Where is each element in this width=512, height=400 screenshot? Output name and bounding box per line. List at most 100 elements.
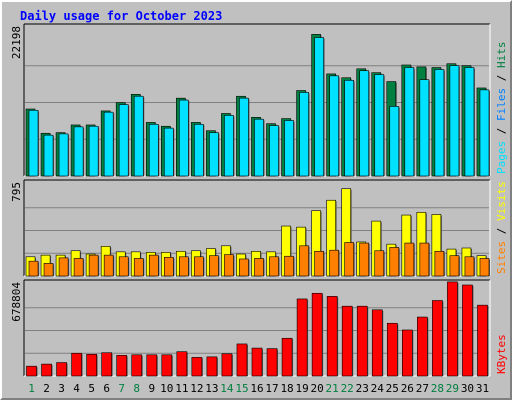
bar-pages-day-18 (284, 120, 294, 177)
day-label-18: 18 (280, 382, 293, 395)
bar-kbytes-day-28 (432, 300, 443, 377)
day-label-29: 29 (446, 382, 459, 395)
day-label-26: 26 (401, 382, 414, 395)
bar-kbytes-day-3 (56, 362, 67, 377)
day-label-16: 16 (250, 382, 263, 395)
right-axis-label-part: Pages (495, 141, 508, 174)
day-label-13: 13 (205, 382, 218, 395)
bar-sites-day-23 (359, 242, 370, 277)
right-axis-label-part: / (495, 68, 508, 88)
bar-sites-day-2 (43, 263, 54, 277)
bar-kbytes-day-30 (462, 284, 473, 377)
right-axis-label: KBytes (495, 334, 508, 374)
bar-kbytes-day-15 (236, 343, 248, 377)
day-label-27: 27 (416, 382, 429, 395)
bar-pages-day-22 (344, 80, 355, 177)
day-label-20: 20 (311, 382, 324, 395)
right-axis-label-part: Visits (495, 181, 508, 221)
bar-kbytes-day-22 (341, 305, 353, 377)
bar-sites-day-18 (284, 255, 294, 277)
day-label-6: 6 (103, 382, 110, 395)
bar-kbytes-day-26 (402, 329, 413, 377)
bar-pages-day-21 (329, 75, 339, 177)
day-label-28: 28 (431, 382, 444, 395)
y-max-label: 795 (10, 182, 23, 202)
day-label-23: 23 (356, 382, 369, 395)
bar-kbytes-day-23 (356, 305, 368, 377)
bar-pages-day-5 (88, 125, 99, 177)
bar-kbytes-day-4 (71, 352, 82, 377)
day-label-15: 15 (235, 382, 248, 395)
bar-sites-day-3 (58, 257, 69, 277)
bar-kbytes-day-20 (311, 292, 323, 377)
day-label-30: 30 (461, 382, 474, 395)
bar-pages-day-23 (359, 70, 370, 177)
bar-pages-day-27 (419, 79, 430, 177)
bar-pages-day-11 (179, 99, 189, 177)
bar-sites-day-24 (374, 250, 385, 277)
bar-pages-day-6 (103, 111, 114, 177)
bar-pages-day-19 (299, 92, 309, 177)
right-axis-label-part: / (495, 121, 508, 141)
bar-sites-day-14 (224, 254, 234, 277)
bar-sites-day-4 (73, 258, 84, 277)
day-label-14: 14 (220, 382, 234, 395)
bar-kbytes-day-19 (296, 298, 308, 377)
bar-kbytes-day-14 (221, 353, 233, 377)
bar-pages-day-24 (374, 74, 385, 177)
bar-sites-day-25 (389, 247, 400, 277)
bar-pages-day-25 (389, 106, 400, 177)
day-label-19: 19 (295, 382, 308, 395)
bar-sites-day-1 (28, 260, 39, 277)
bar-sites-day-26 (404, 242, 415, 277)
day-label-12: 12 (190, 382, 203, 395)
bar-pages-day-8 (133, 95, 144, 177)
day-label-3: 3 (58, 382, 65, 395)
bar-pages-day-28 (434, 69, 445, 177)
bar-sites-day-13 (209, 255, 219, 277)
bar-pages-day-14 (224, 115, 234, 177)
bar-sites-day-6 (103, 254, 114, 277)
bar-kbytes-day-18 (281, 337, 293, 377)
bar-pages-day-16 (254, 118, 264, 177)
bar-sites-day-21 (329, 249, 339, 277)
bar-pages-day-26 (404, 67, 415, 177)
bar-sites-day-12 (194, 256, 204, 277)
day-label-1: 1 (28, 382, 35, 395)
bar-pages-day-13 (209, 132, 219, 177)
day-label-5: 5 (88, 382, 95, 395)
chart-title: Daily usage for October 2023 (20, 9, 223, 23)
bar-pages-day-1 (28, 109, 39, 177)
bar-sites-day-22 (344, 242, 355, 277)
bar-kbytes-day-21 (326, 296, 338, 377)
bar-pages-day-4 (73, 126, 84, 177)
bar-sites-day-27 (419, 242, 430, 277)
day-label-9: 9 (148, 382, 155, 395)
bar-pages-day-29 (449, 65, 460, 177)
day-label-2: 2 (43, 382, 50, 395)
day-label-25: 25 (386, 382, 399, 395)
bar-sites-day-15 (239, 258, 249, 277)
bar-pages-day-15 (239, 97, 249, 177)
right-axis-label-part: Hits (495, 42, 508, 69)
bar-pages-day-30 (464, 67, 475, 177)
bar-pages-day-2 (43, 134, 54, 177)
bar-kbytes-day-7 (116, 355, 128, 377)
day-label-31: 31 (476, 382, 489, 395)
bar-sites-day-8 (133, 258, 144, 277)
right-axis-label-part: / (495, 221, 508, 241)
day-label-11: 11 (175, 382, 188, 395)
bar-kbytes-day-2 (41, 363, 52, 377)
bar-pages-day-10 (163, 127, 174, 177)
bar-sites-day-17 (269, 256, 279, 277)
day-label-10: 10 (160, 382, 173, 395)
bar-kbytes-day-13 (206, 356, 218, 377)
bar-kbytes-day-5 (86, 353, 97, 377)
bar-sites-day-11 (179, 256, 189, 277)
bar-pages-day-17 (269, 125, 279, 177)
bar-sites-day-30 (464, 256, 475, 277)
bar-sites-day-5 (88, 254, 99, 277)
bar-sites-day-31 (479, 258, 490, 277)
y-max-label: 22198 (10, 26, 23, 59)
